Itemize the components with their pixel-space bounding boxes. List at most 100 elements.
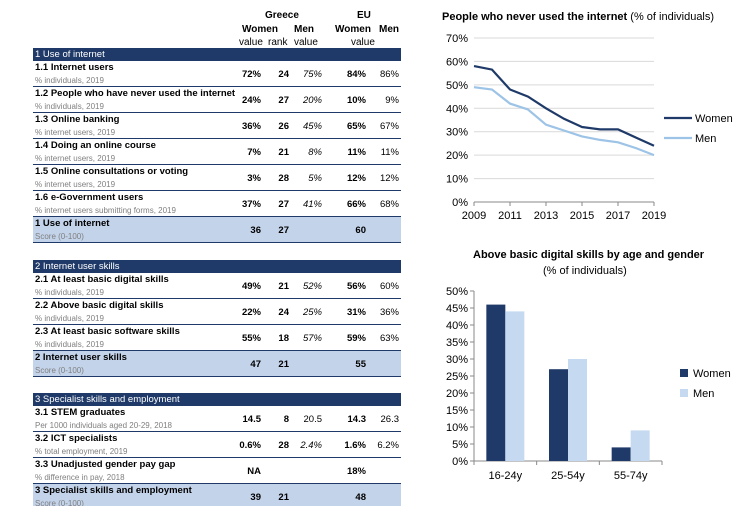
table-row: 3.1 STEM graduates Per 1000 individuals a… xyxy=(33,406,401,432)
y-tick-label: 60% xyxy=(446,56,468,68)
cell-rank: 27 xyxy=(278,199,289,210)
bar-chart-title: Above basic digital skills by age and ge… xyxy=(473,249,704,261)
table-row: 3.3 Unadjusted gender pay gap % differenc… xyxy=(33,458,401,484)
y-tick-label: 20% xyxy=(446,150,468,162)
legend-label: Men xyxy=(693,388,714,400)
row-unit: % internet users submitting forms, 2019 xyxy=(35,206,176,215)
row-title: 2.1 At least basic digital skills xyxy=(35,274,169,285)
row-unit: % individuals, 2019 xyxy=(35,102,104,111)
header-eu-value: value xyxy=(351,37,375,48)
table-row: 1.5 Online consultations or voting % inte… xyxy=(33,165,401,191)
cell-ew: 65% xyxy=(346,121,366,132)
x-tick-label: 2013 xyxy=(534,210,558,222)
row-title: 2.3 At least basic software skills xyxy=(35,326,180,337)
y-tick-label: 5% xyxy=(452,439,468,451)
cell-em: 26.3 xyxy=(380,414,400,425)
cell-ew: 10% xyxy=(346,95,366,106)
row-title: 1.4 Doing an online course xyxy=(35,140,156,151)
y-tick-label: 40% xyxy=(446,320,468,332)
cell-gw: 72% xyxy=(241,69,261,80)
cell-rank: 27 xyxy=(278,95,289,106)
cell-gm: 5% xyxy=(308,173,322,184)
cell-gw: 55% xyxy=(241,333,261,344)
row-title: 2.2 Above basic digital skills xyxy=(35,300,164,311)
cell-gm: 8% xyxy=(308,147,322,158)
row-title: 1.2 People who have never used the inter… xyxy=(35,88,236,99)
cell-em: 63% xyxy=(379,333,399,344)
row-title: 3.3 Unadjusted gender pay gap xyxy=(35,459,176,470)
section-header: 1 Use of internet xyxy=(33,48,401,61)
table-row: 3.2 ICT specialists % total employment, 2… xyxy=(33,432,401,458)
header-eu-men: Men xyxy=(379,24,399,35)
y-tick-label: 10% xyxy=(446,422,468,434)
y-tick-label: 0% xyxy=(452,197,468,209)
y-tick-label: 30% xyxy=(446,127,468,139)
row-title: 3.2 ICT specialists xyxy=(35,433,118,444)
line-chart-subtitle: (% of individuals) xyxy=(630,11,715,23)
row-title: 2 Internet user skills xyxy=(35,352,127,363)
cell-em: 36% xyxy=(379,307,399,318)
y-tick-label: 50% xyxy=(446,80,468,92)
table-row: 2.2 Above basic digital skills % individu… xyxy=(33,299,401,325)
cell-rank: 21 xyxy=(278,492,289,503)
header-value: value xyxy=(239,37,263,48)
summary-row: 3 Specialist skills and employment Score … xyxy=(33,484,401,506)
cell-ew: 1.6% xyxy=(344,440,366,451)
cell-gm: 41% xyxy=(302,199,322,210)
row-title: 1 Use of internet xyxy=(35,218,110,229)
cell-em: 67% xyxy=(379,121,399,132)
x-tick-label: 25-54y xyxy=(551,470,585,482)
y-tick-label: 40% xyxy=(446,103,468,115)
row-unit: % individuals, 2019 xyxy=(35,340,104,349)
row-title: 1.5 Online consultations or voting xyxy=(35,166,189,177)
table-row: 2.1 At least basic digital skills % indiv… xyxy=(33,273,401,299)
table-row: 1.2 People who have never used the inter… xyxy=(33,87,401,113)
bar-chart: 0% 5% 10% 15% 20% 25% 30% 35% 40% 45% 50% 16-24y 25-… xyxy=(446,286,731,482)
y-tick-label: 70% xyxy=(446,33,468,45)
line-chart: 0% 10% 20% 30% 40% 50% 60% 70% 2009 2011 2013 2015 2… xyxy=(446,33,733,222)
cell-rank: 26 xyxy=(278,121,289,132)
x-tick-label: 2009 xyxy=(462,210,486,222)
row-unit: % internet users, 2019 xyxy=(35,128,116,137)
row-unit: % individuals, 2019 xyxy=(35,288,104,297)
cell-em: 68% xyxy=(379,199,399,210)
x-tick-label: 16-24y xyxy=(489,470,523,482)
row-title: 1.6 e-Government users xyxy=(35,192,144,203)
cell-gw: 36 xyxy=(250,225,261,236)
summary-row: 1 Use of internet Score (0-100) 36 27 60 xyxy=(33,217,401,243)
summary-row: 2 Internet user skills Score (0-100) 47 21 5… xyxy=(33,351,401,377)
cell-em: 11% xyxy=(380,147,399,158)
cell-gw: 7% xyxy=(247,147,261,158)
legend-label: Men xyxy=(695,133,716,145)
y-tick-label: 10% xyxy=(446,174,468,186)
cell-gm: 75% xyxy=(302,69,322,80)
y-tick-label: 25% xyxy=(446,371,468,383)
cell-ew: 55 xyxy=(355,359,366,370)
y-tick-label: 30% xyxy=(446,354,468,366)
bar-women xyxy=(486,304,506,461)
cell-gw: 47 xyxy=(250,359,261,370)
table-row: 1.1 Internet users % individuals, 2019 72%… xyxy=(33,61,401,87)
cell-rank: 27 xyxy=(278,225,289,236)
cell-rank: 21 xyxy=(278,359,289,370)
x-tick-label: 2011 xyxy=(498,210,522,222)
header-rank: rank xyxy=(268,37,288,48)
series-line-women xyxy=(473,65,655,147)
line-chart-title-main: People who never used the internet xyxy=(442,11,628,23)
cell-ew: 18% xyxy=(346,466,366,477)
cell-ew: 56% xyxy=(346,281,366,292)
bar-chart-subtitle: (% of individuals) xyxy=(543,265,627,277)
y-tick-label: 50% xyxy=(446,286,468,298)
y-tick-label: 0% xyxy=(452,456,468,468)
row-title: 1.3 Online banking xyxy=(35,114,120,125)
header-women: Women xyxy=(242,24,278,35)
cell-rank: 28 xyxy=(278,440,289,451)
cell-gw: 22% xyxy=(241,307,261,318)
cell-gm: 57% xyxy=(302,333,322,344)
cell-rank: 28 xyxy=(278,173,289,184)
legend-swatch xyxy=(680,389,688,397)
cell-em: 86% xyxy=(379,69,399,80)
cell-rank: 24 xyxy=(278,307,289,318)
x-tick-label: 2015 xyxy=(570,210,594,222)
bar-chart-title-main: Above basic digital skills by age and ge… xyxy=(473,249,705,261)
